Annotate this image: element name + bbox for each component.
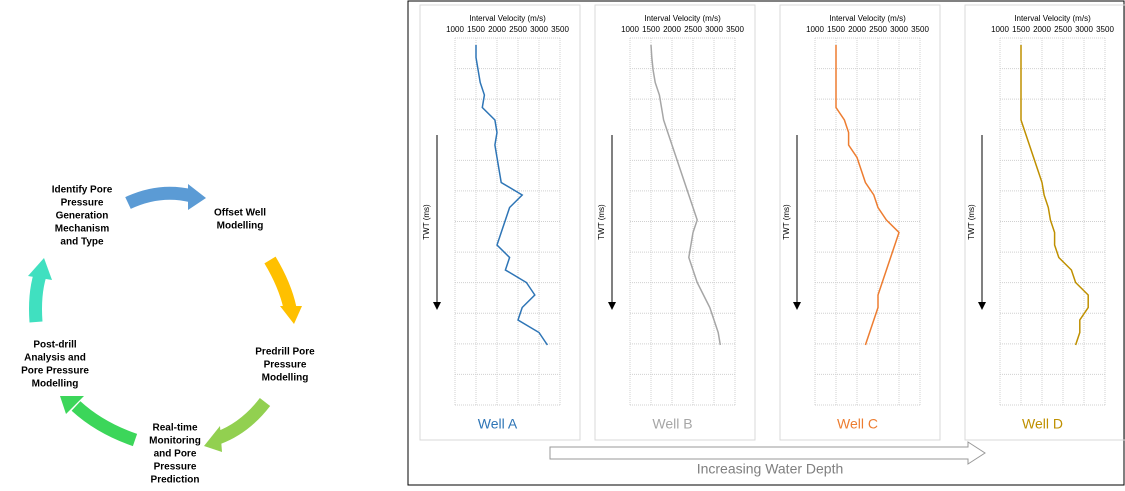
node-label: Pressure <box>264 360 307 371</box>
velocity-line <box>650 44 722 346</box>
x-tick-label: 2000 <box>663 25 681 34</box>
well-panel <box>779 4 941 441</box>
node-label: Identify Pore <box>52 185 113 196</box>
x-tick-label: 3000 <box>530 25 548 34</box>
well-title: Well C <box>837 416 878 432</box>
arrow-head <box>60 396 84 414</box>
node-label: Pressure <box>154 462 197 473</box>
x-tick-label: 1000 <box>446 25 464 34</box>
x-tick-label: 2000 <box>488 25 506 34</box>
node-label: Modelling <box>32 379 79 390</box>
x-tick-label: 3500 <box>551 25 569 34</box>
arrow <box>264 256 297 310</box>
node-label: Monitoring <box>149 436 201 447</box>
x-tick-label: 1000 <box>806 25 824 34</box>
node-label: Pore Pressure <box>21 366 89 377</box>
velocity-line <box>835 45 900 346</box>
node-label: Prediction <box>151 475 200 486</box>
x-tick-label: 2500 <box>509 25 527 34</box>
velocity-line <box>1020 45 1089 346</box>
x-tick-label: 1000 <box>991 25 1009 34</box>
arrow-head <box>204 426 222 452</box>
node-label: Post-drill <box>33 340 77 351</box>
node-label: Real-time <box>152 423 197 434</box>
cycle-arrows <box>28 184 302 452</box>
x-tick-label: 3000 <box>890 25 908 34</box>
node-label: and Pore <box>154 449 197 460</box>
x-axis-label: Interval Velocity (m/s) <box>829 14 906 23</box>
well-title: Well B <box>652 416 692 432</box>
x-tick-label: 1500 <box>642 25 660 34</box>
well-panel <box>419 4 581 441</box>
x-tick-label: 2500 <box>684 25 702 34</box>
arrow <box>215 397 271 445</box>
x-tick-label: 3000 <box>705 25 723 34</box>
footer: Increasing Water Depth <box>697 461 844 477</box>
node-label: Analysis and <box>24 353 86 364</box>
arrow <box>125 186 194 209</box>
node-label: Modelling <box>217 221 264 232</box>
x-tick-label: 3000 <box>1075 25 1093 34</box>
node-label: Mechanism <box>55 224 110 235</box>
y-axis-label: TWT (ms) <box>967 204 976 240</box>
node-label: and Type <box>60 237 104 248</box>
x-tick-label: 3500 <box>1096 25 1114 34</box>
node-label: Modelling <box>262 373 309 384</box>
x-tick-label: 1500 <box>1012 25 1030 34</box>
well-panel <box>964 4 1125 441</box>
arrow <box>71 401 138 447</box>
x-axis-label: Interval Velocity (m/s) <box>1014 14 1091 23</box>
x-axis-label: Interval Velocity (m/s) <box>644 14 721 23</box>
well-title: Well A <box>478 416 518 432</box>
x-tick-label: 3500 <box>911 25 929 34</box>
arrow-head <box>188 184 206 210</box>
depth-arrow-shape <box>549 441 986 465</box>
x-tick-label: 1500 <box>827 25 845 34</box>
x-tick-label: 1500 <box>467 25 485 34</box>
node-label: Pressure <box>61 198 104 209</box>
x-tick-label: 3500 <box>726 25 744 34</box>
arrow-head <box>280 306 302 324</box>
x-axis-label: Interval Velocity (m/s) <box>469 14 546 23</box>
x-tick-label: 2000 <box>848 25 866 34</box>
node-label: Generation <box>56 211 109 222</box>
x-tick-label: 2000 <box>1033 25 1051 34</box>
panel-border <box>407 0 1125 486</box>
velocity-line <box>475 45 549 346</box>
well-panel <box>594 4 756 441</box>
node-label: Offset Well <box>214 208 266 219</box>
arrow <box>29 273 47 323</box>
y-axis-label: TWT (ms) <box>782 204 791 240</box>
x-tick-label: 2500 <box>1054 25 1072 34</box>
y-axis-label: TWT (ms) <box>422 204 431 240</box>
x-tick-label: 1000 <box>621 25 639 34</box>
y-axis-label: TWT (ms) <box>597 204 606 240</box>
well-title: Well D <box>1022 416 1063 432</box>
x-tick-label: 2500 <box>869 25 887 34</box>
node-label: Predrill Pore <box>255 347 315 358</box>
arrow-head <box>28 258 52 280</box>
